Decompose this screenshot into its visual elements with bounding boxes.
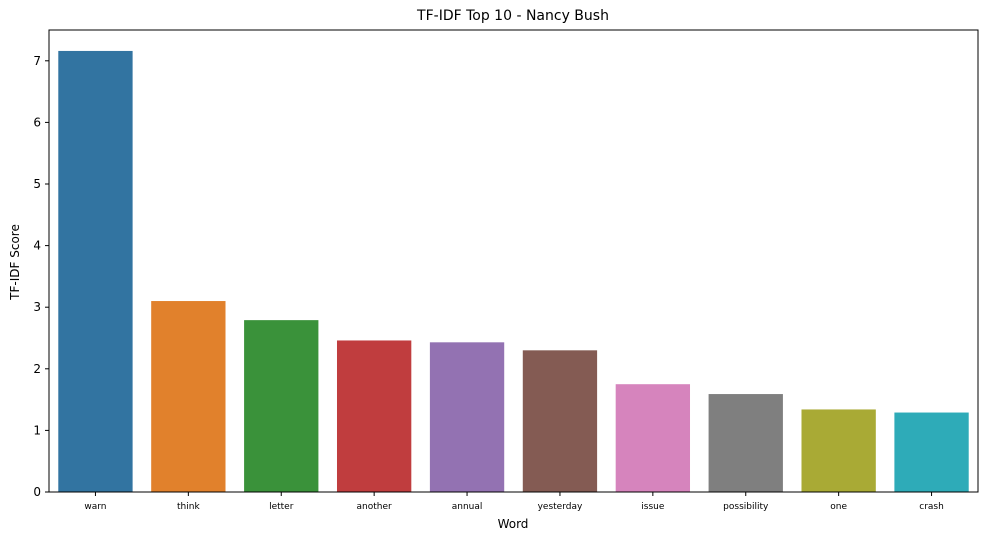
y-tick-label-1: 1 xyxy=(33,423,41,437)
x-tick-label-another: another xyxy=(357,502,392,512)
bar-letter xyxy=(244,320,319,492)
y-tick-label-4: 4 xyxy=(33,239,41,253)
x-tick-label-possibility: possibility xyxy=(723,502,769,512)
y-tick-label-6: 6 xyxy=(33,115,41,129)
x-axis-label: Word xyxy=(498,517,529,531)
bar-one xyxy=(801,409,876,492)
x-tick-label-annual: annual xyxy=(452,502,483,512)
y-tick-label-2: 2 xyxy=(33,362,41,376)
chart-title: TF-IDF Top 10 - Nancy Bush xyxy=(416,8,609,24)
bar-another xyxy=(336,340,412,492)
bar-yesterday xyxy=(522,350,598,492)
bars-group xyxy=(58,50,969,492)
x-tick-label-issue: issue xyxy=(641,502,665,512)
x-tick-label-warn: warn xyxy=(84,502,106,512)
bar-possibility xyxy=(708,394,783,492)
y-axis-label: TF-IDF Score xyxy=(8,224,22,301)
y-tick-label-3: 3 xyxy=(33,300,41,314)
x-tick-label-letter: letter xyxy=(269,502,294,512)
y-axis-ticks: 0 1 2 3 4 5 6 7 xyxy=(33,54,49,499)
y-tick-label-0: 0 xyxy=(33,485,41,499)
x-tick-label-crash: crash xyxy=(919,502,944,512)
bar-issue xyxy=(615,384,691,492)
bar-crash xyxy=(894,412,969,492)
x-tick-label-think: think xyxy=(177,502,200,512)
x-tick-label-one: one xyxy=(830,502,847,512)
plot-frame xyxy=(48,29,979,493)
bar-warn xyxy=(58,50,133,492)
x-axis-ticks: warn think letter another annual yesterday iss… xyxy=(84,492,944,512)
y-tick-label-5: 5 xyxy=(33,177,41,191)
y-tick-label-7: 7 xyxy=(33,54,41,68)
bar-think xyxy=(151,301,226,492)
x-tick-label-yesterday: yesterday xyxy=(538,502,583,512)
bar-annual xyxy=(429,342,505,492)
